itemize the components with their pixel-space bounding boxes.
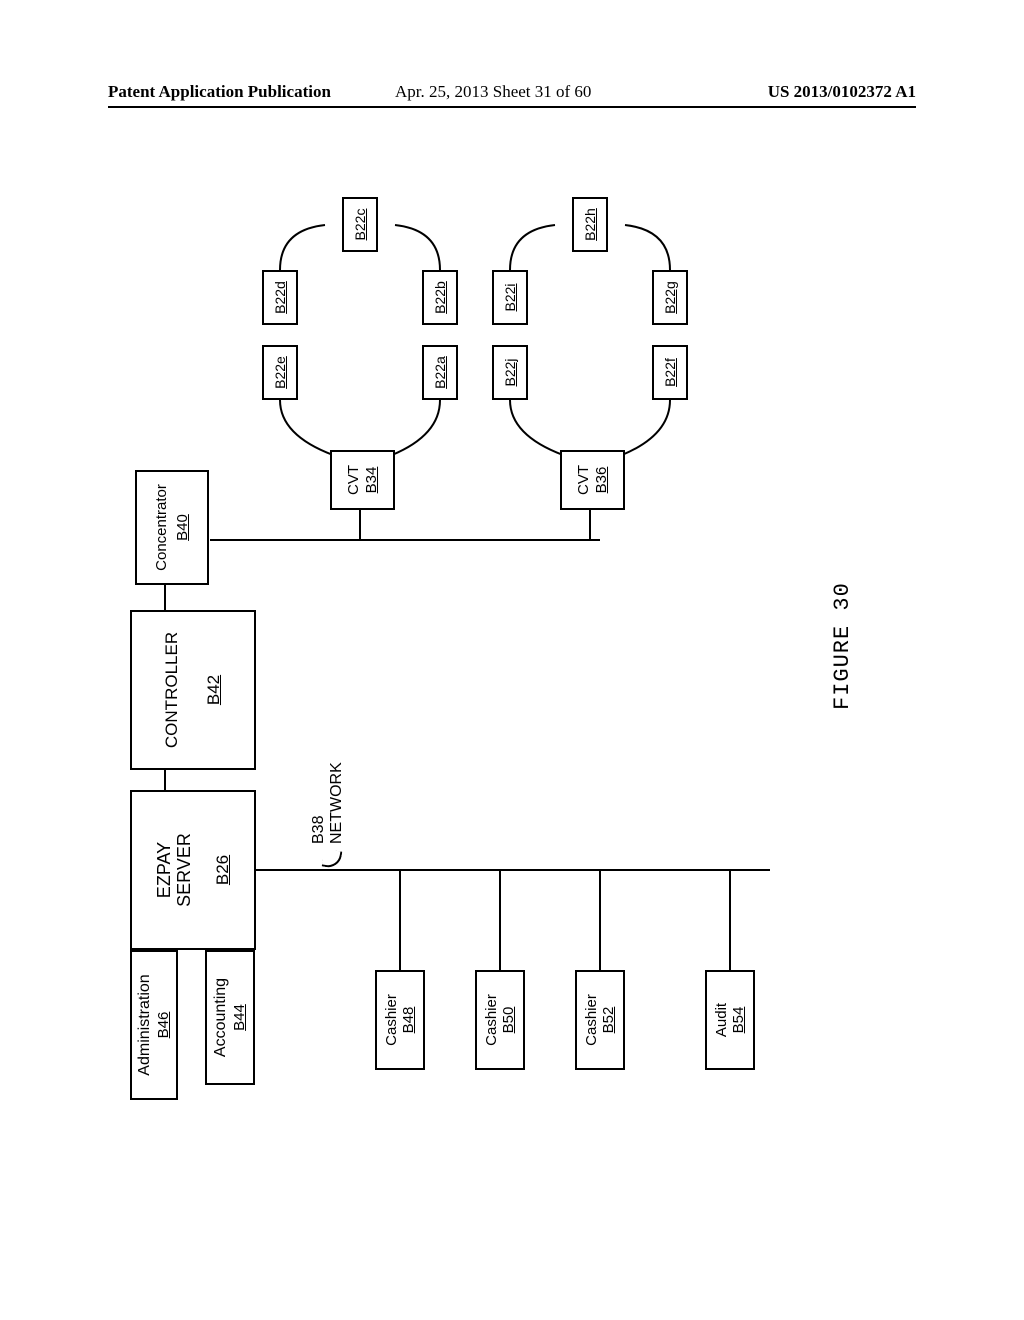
audit-box: Audit B54 [705,970,755,1070]
accounting-ref: B44 [231,1004,248,1031]
controller-label: CONTROLLER [162,632,182,748]
cashier50-label: Cashier [483,994,500,1046]
ezpay-server-box: EZPAYSERVER B26 [130,790,256,950]
node-b22a: B22a [422,345,458,400]
concentrator-box: Concentrator B40 [135,470,209,585]
ezpay-ref: B26 [213,855,233,885]
cvt36-ref: B36 [593,467,610,494]
cashier50-ref: B50 [500,1007,517,1034]
cashier48-label: Cashier [383,994,400,1046]
network-ref: B38 [310,762,328,844]
cvt34-ref: B34 [363,467,380,494]
ezpay-label: EZPAYSERVER [154,833,195,907]
node-b22j: B22j [492,345,528,400]
cvt-box-36: CVT B36 [560,450,625,510]
cvt-box-34: CVT B34 [330,450,395,510]
node-b22b: B22b [422,270,458,325]
cashier-box-48: Cashier B48 [375,970,425,1070]
administration-box: Administration B46 [130,950,178,1100]
accounting-label: Accounting [212,978,230,1057]
cashier-box-52: Cashier B52 [575,970,625,1070]
administration-ref: B46 [155,1012,172,1039]
header-right-text: US 2013/0102372 A1 [768,82,916,102]
cashier52-label: Cashier [583,994,600,1046]
node-b22f: B22f [652,345,688,400]
node-b22c: B22c [342,197,378,252]
header-middle-text: Apr. 25, 2013 Sheet 31 of 60 [395,82,591,102]
node-b22d: B22d [262,270,298,325]
audit-label: Audit [713,1003,730,1037]
diagram: EZPAYSERVER B26 CONTROLLER B42 Concentra… [130,220,880,1100]
diagram-container: EZPAYSERVER B26 CONTROLLER B42 Concentra… [130,220,880,1100]
controller-box: CONTROLLER B42 [130,610,256,770]
cvt34-label: CVT [345,465,362,495]
concentrator-ref: B40 [174,514,191,541]
node-b22e: B22e [262,345,298,400]
header-left-text: Patent Application Publication [108,82,331,102]
figure-caption: FIGURE 30 [830,582,855,710]
cashier52-ref: B52 [600,1007,617,1034]
controller-ref: B42 [204,675,224,705]
accounting-box: Accounting B44 [205,950,255,1085]
concentrator-label: Concentrator [153,484,170,571]
node-b22i: B22i [492,270,528,325]
node-b22g: B22g [652,270,688,325]
network-tick-icon [322,849,343,870]
header-rule [108,106,916,108]
cashier-box-50: Cashier B50 [475,970,525,1070]
cashier48-ref: B48 [400,1007,417,1034]
administration-label: Administration [136,974,154,1075]
audit-ref: B54 [730,1007,747,1034]
page: Patent Application Publication Apr. 25, … [0,0,1024,1320]
network-label: B38 NETWORK [310,762,346,844]
node-b22h: B22h [572,197,608,252]
cvt36-label: CVT [575,465,592,495]
network-text: NETWORK [328,762,346,844]
